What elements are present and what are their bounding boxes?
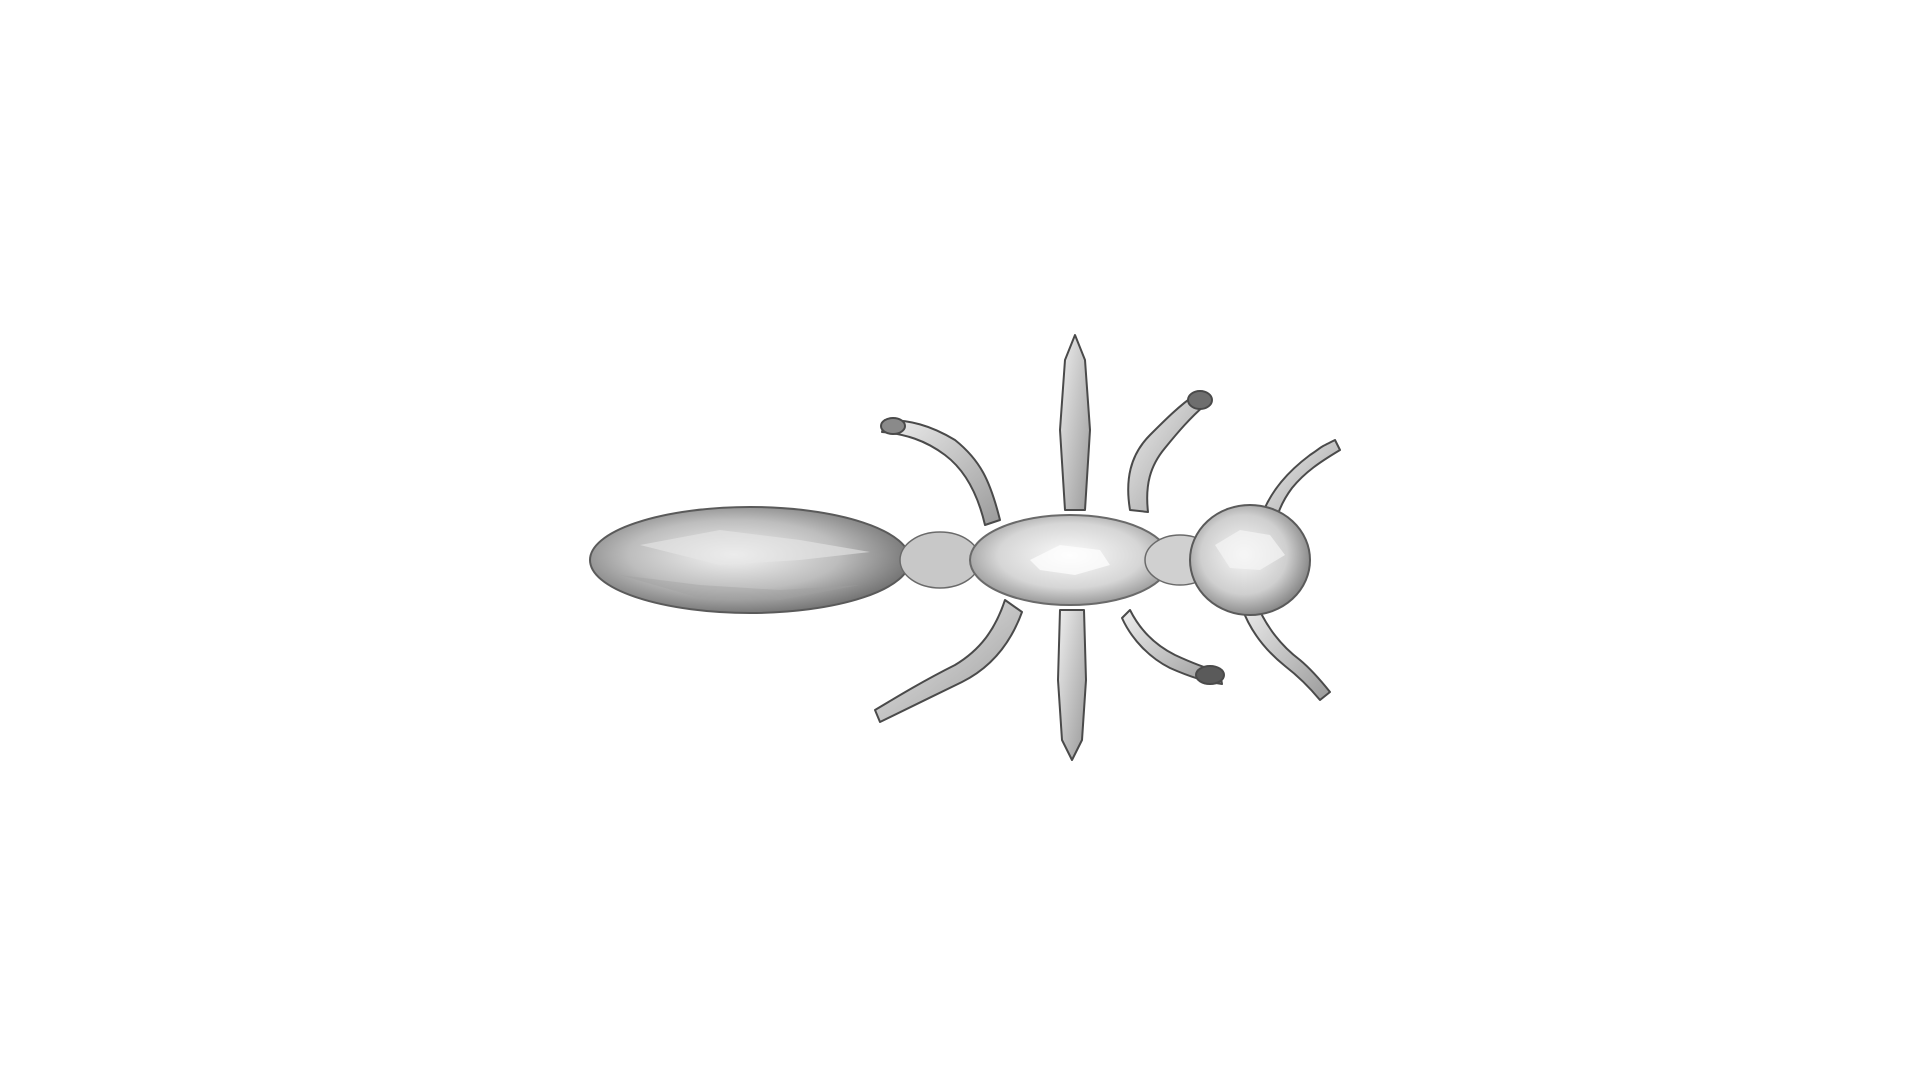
leg-tip-upper-right xyxy=(1187,390,1213,410)
thorax xyxy=(969,514,1171,606)
antenna-bottom xyxy=(1241,599,1331,701)
leg-upper-right xyxy=(1127,394,1206,513)
leg-upper-left xyxy=(881,419,1001,526)
leg-tip-upper-left xyxy=(880,417,906,435)
leg-middle-top xyxy=(1059,334,1091,511)
leg-lower-left xyxy=(874,599,1023,723)
abdomen xyxy=(589,506,981,614)
legs xyxy=(874,334,1341,761)
leg-tip-lower-right xyxy=(1195,665,1225,685)
leg-lower-right xyxy=(1121,609,1223,685)
leg-middle-bottom xyxy=(1057,609,1087,761)
antenna-top xyxy=(1259,439,1341,531)
head xyxy=(1189,504,1311,616)
